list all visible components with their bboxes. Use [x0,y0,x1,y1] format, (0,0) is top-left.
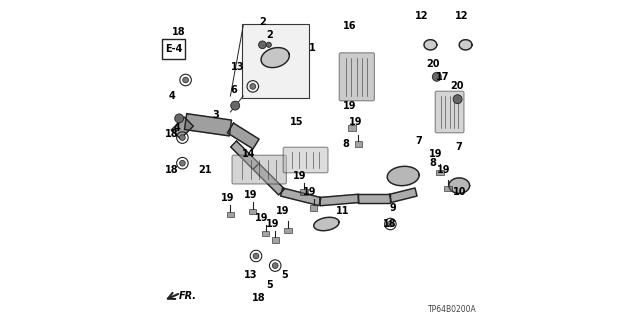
Text: 19: 19 [275,206,289,216]
Bar [301,189,308,195]
Text: 20: 20 [426,59,440,69]
Bar [310,205,317,211]
Text: 19: 19 [429,148,443,159]
Text: 4: 4 [173,123,180,133]
Text: 5: 5 [266,280,273,290]
Text: 18: 18 [252,292,266,303]
Text: 12: 12 [415,11,429,21]
Polygon shape [253,164,285,195]
Circle shape [231,101,239,110]
Text: 7: 7 [456,142,463,152]
FancyBboxPatch shape [283,147,328,173]
Circle shape [253,253,259,259]
Circle shape [179,160,186,166]
Circle shape [175,114,184,123]
Text: FR.: FR. [179,291,196,301]
Text: 2: 2 [266,30,273,40]
Polygon shape [389,188,417,203]
FancyBboxPatch shape [339,53,374,101]
Circle shape [273,263,278,268]
Text: 11: 11 [336,206,350,216]
Polygon shape [172,117,193,139]
Bar [262,231,269,236]
FancyBboxPatch shape [232,155,287,184]
Text: 19: 19 [293,171,307,181]
Polygon shape [358,194,390,203]
Polygon shape [424,40,437,50]
Polygon shape [261,48,289,68]
Text: 19: 19 [221,193,235,204]
Bar [349,125,356,131]
Text: 13: 13 [243,270,257,280]
Text: 10: 10 [452,187,466,197]
Text: 4: 4 [169,91,175,101]
Text: 13: 13 [230,62,244,72]
Circle shape [266,42,271,47]
Circle shape [179,135,186,140]
Circle shape [250,84,256,89]
Text: 7: 7 [415,136,422,146]
Circle shape [183,77,188,83]
Circle shape [433,72,442,81]
Bar [436,170,444,175]
Text: 8: 8 [343,139,349,149]
Polygon shape [230,141,259,169]
Bar [445,186,452,191]
FancyBboxPatch shape [163,39,185,59]
Text: 18: 18 [165,129,179,140]
Polygon shape [387,166,419,186]
Text: 3: 3 [212,110,220,120]
Text: 20: 20 [450,81,464,92]
Bar [272,237,279,243]
Polygon shape [184,114,232,136]
Text: 14: 14 [242,148,256,159]
Polygon shape [460,40,472,50]
Text: 8: 8 [429,158,436,168]
Text: 19: 19 [243,190,257,200]
Bar [355,141,362,147]
Polygon shape [227,123,259,149]
Polygon shape [314,217,339,231]
Bar [285,228,292,233]
Text: 19: 19 [255,212,269,223]
Circle shape [259,41,266,49]
Text: 18: 18 [383,219,397,229]
Text: 5: 5 [282,270,288,280]
Text: 2: 2 [260,17,266,28]
Text: 12: 12 [454,11,468,21]
Text: 6: 6 [231,84,237,95]
Polygon shape [280,188,321,206]
Text: 1: 1 [308,43,316,53]
Circle shape [388,221,393,227]
FancyBboxPatch shape [242,24,309,98]
Text: TP64B0200A: TP64B0200A [428,305,477,314]
Text: 19: 19 [437,164,451,175]
Polygon shape [449,178,470,193]
Text: 17: 17 [435,72,449,82]
Bar [227,212,234,217]
Circle shape [453,95,462,104]
Text: 19: 19 [349,116,363,127]
Text: 19: 19 [303,187,317,197]
FancyBboxPatch shape [435,91,464,133]
Text: 16: 16 [342,20,356,31]
Text: E-4: E-4 [165,44,182,54]
Polygon shape [319,194,359,206]
Text: 15: 15 [290,116,304,127]
Text: 18: 18 [172,27,186,37]
Text: 9: 9 [390,203,396,213]
Text: 19: 19 [342,100,356,111]
Text: 21: 21 [198,164,212,175]
Text: 18: 18 [165,164,179,175]
Text: 19: 19 [266,219,280,229]
Bar [249,209,256,214]
